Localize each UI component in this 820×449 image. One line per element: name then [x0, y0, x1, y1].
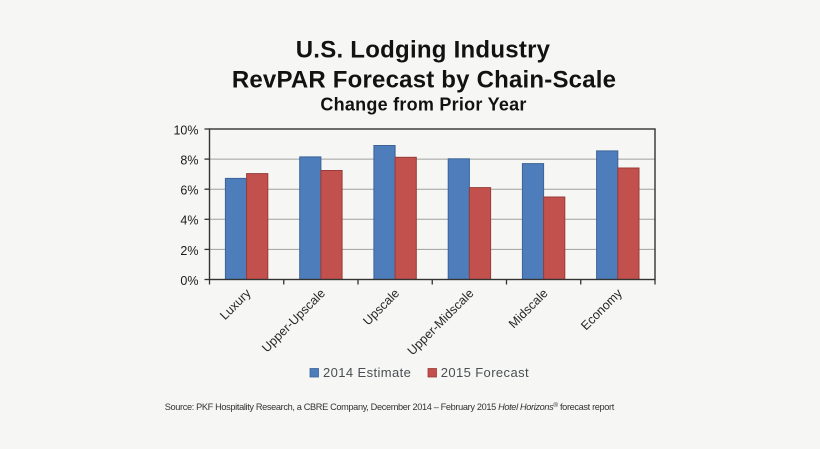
svg-text:2%: 2%: [180, 244, 198, 258]
svg-text:U.S. Lodging Industry: U.S. Lodging Industry: [296, 37, 551, 64]
svg-text:Source: PKF Hospitality Resear: Source: PKF Hospitality Research, a CBRE…: [165, 401, 615, 412]
svg-text:6%: 6%: [180, 184, 198, 198]
svg-text:8%: 8%: [180, 154, 198, 168]
svg-text:4%: 4%: [180, 214, 198, 228]
svg-text:0%: 0%: [180, 274, 198, 288]
svg-text:2015 Forecast: 2015 Forecast: [441, 365, 529, 380]
svg-text:Change from Prior Year: Change from Prior Year: [320, 94, 526, 114]
svg-text:2014 Estimate: 2014 Estimate: [323, 365, 411, 380]
svg-text:10%: 10%: [173, 123, 198, 137]
svg-text:RevPAR Forecast by Chain-Scale: RevPAR Forecast by Chain-Scale: [232, 66, 616, 93]
